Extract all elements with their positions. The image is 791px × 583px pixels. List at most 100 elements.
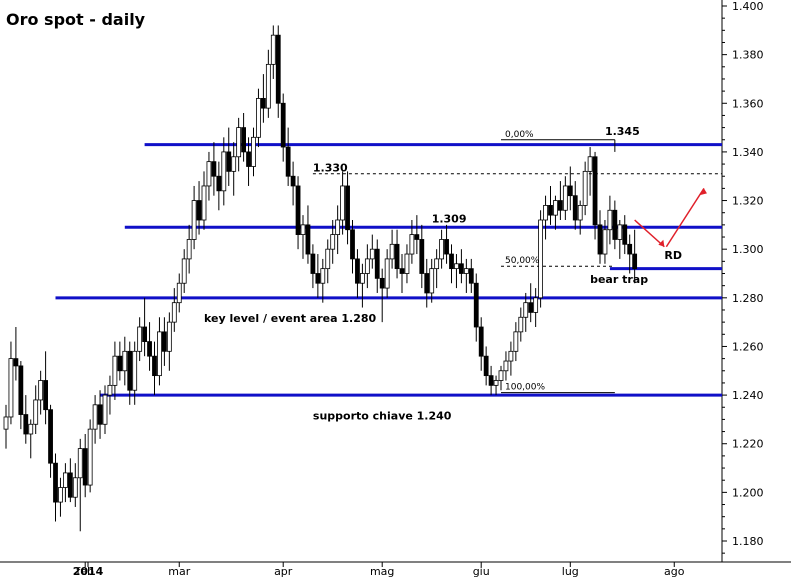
- candle-body: [67, 472, 73, 498]
- candle-body: [87, 428, 93, 486]
- y-tick-label: 1.360: [732, 97, 764, 110]
- candle-body: [127, 350, 133, 391]
- candle-body: [463, 268, 469, 274]
- chart-annotation: supporto chiave 1.240: [313, 409, 452, 422]
- y-tick-label: 1.340: [732, 146, 764, 159]
- candle-body: [444, 239, 449, 255]
- candle-body: [92, 404, 98, 430]
- candle-body: [112, 355, 118, 386]
- x-tick-label: apr: [274, 565, 293, 578]
- candle-body: [389, 243, 395, 260]
- candle-body: [335, 219, 341, 235]
- candle-body: [364, 258, 370, 274]
- y-tick-label: 1.320: [732, 195, 764, 208]
- candle-body: [483, 355, 489, 377]
- candle-body: [384, 258, 390, 289]
- candle-body: [137, 326, 143, 352]
- candle-body: [295, 185, 301, 235]
- candle-body: [310, 253, 316, 274]
- y-tick-label: 1.200: [732, 486, 764, 499]
- candle-body: [23, 414, 29, 435]
- candle-body: [379, 277, 385, 289]
- candle-body: [488, 375, 494, 386]
- candle-body: [216, 175, 222, 192]
- x-tick-label: 2014: [73, 565, 104, 578]
- candle-body: [48, 409, 53, 464]
- candle-body: [399, 268, 405, 274]
- fib-label: 100,00%: [505, 383, 545, 393]
- candle-body: [122, 350, 128, 372]
- candle-body: [265, 63, 271, 109]
- candle-body: [330, 234, 336, 250]
- candle-body: [260, 98, 266, 109]
- y-tick-label: 1.280: [732, 292, 764, 305]
- x-tick-label: ago: [664, 565, 685, 578]
- candle-body: [221, 151, 227, 192]
- candle-body: [553, 200, 558, 216]
- candle-body: [97, 404, 103, 425]
- x-tick-label: mag: [370, 565, 394, 578]
- candle-body: [300, 224, 306, 235]
- candle-body: [246, 151, 251, 167]
- candle-body: [107, 384, 113, 396]
- candle-body: [147, 341, 152, 357]
- candle-body: [429, 268, 435, 294]
- candle-body: [449, 253, 454, 270]
- candle-body: [82, 448, 88, 486]
- candle-body: [181, 258, 187, 284]
- candle-body: [518, 316, 524, 333]
- chart-annotation: 1.345: [605, 125, 640, 138]
- candle-body: [627, 243, 633, 255]
- candle-body: [58, 487, 63, 503]
- candle-body: [582, 170, 588, 206]
- chart-annotation: RD: [664, 249, 682, 262]
- candle-body: [171, 302, 177, 323]
- candle-body: [562, 185, 568, 211]
- candle-body: [211, 161, 217, 177]
- candle-body: [458, 263, 464, 274]
- candle-body: [632, 253, 638, 270]
- candle-body: [359, 273, 365, 284]
- candle-body: [528, 302, 534, 313]
- candle-body: [13, 358, 19, 367]
- candle-body: [473, 282, 479, 328]
- x-tick-label: lug: [562, 565, 579, 578]
- candle-body: [419, 239, 425, 274]
- candle-body: [523, 302, 529, 318]
- candle-body: [241, 127, 247, 153]
- candle-body: [206, 161, 212, 187]
- candle-body: [236, 127, 242, 158]
- candle-body: [3, 416, 9, 430]
- candle-body: [280, 102, 286, 148]
- candle-body: [508, 350, 514, 362]
- candle-body: [275, 34, 281, 104]
- candle-body: [231, 156, 237, 172]
- candle-body: [543, 205, 548, 221]
- candle-body: [513, 331, 519, 352]
- candle-body: [18, 365, 24, 415]
- candle-body: [434, 258, 440, 270]
- candle-body: [533, 297, 539, 313]
- y-tick-label: 1.260: [732, 340, 764, 353]
- candle-body: [270, 34, 276, 65]
- candle-body: [345, 185, 350, 231]
- candle-body: [493, 380, 499, 386]
- candle-body: [439, 239, 445, 260]
- candle-body: [592, 156, 598, 226]
- candle-body: [38, 380, 44, 401]
- y-tick-label: 1.180: [732, 535, 764, 548]
- candle-body: [350, 229, 355, 260]
- candle-body: [320, 268, 326, 284]
- x-tick-label: feb: [76, 565, 94, 578]
- candle-body: [8, 358, 14, 418]
- candle-body: [63, 472, 68, 488]
- x-tick-label: mar: [168, 565, 190, 578]
- candle-body: [612, 209, 618, 240]
- candle-body: [186, 239, 192, 260]
- candle-body: [602, 229, 608, 255]
- candle-body: [369, 248, 375, 260]
- candle-body: [53, 462, 58, 503]
- candle-body: [374, 248, 380, 279]
- candle-body: [558, 200, 563, 211]
